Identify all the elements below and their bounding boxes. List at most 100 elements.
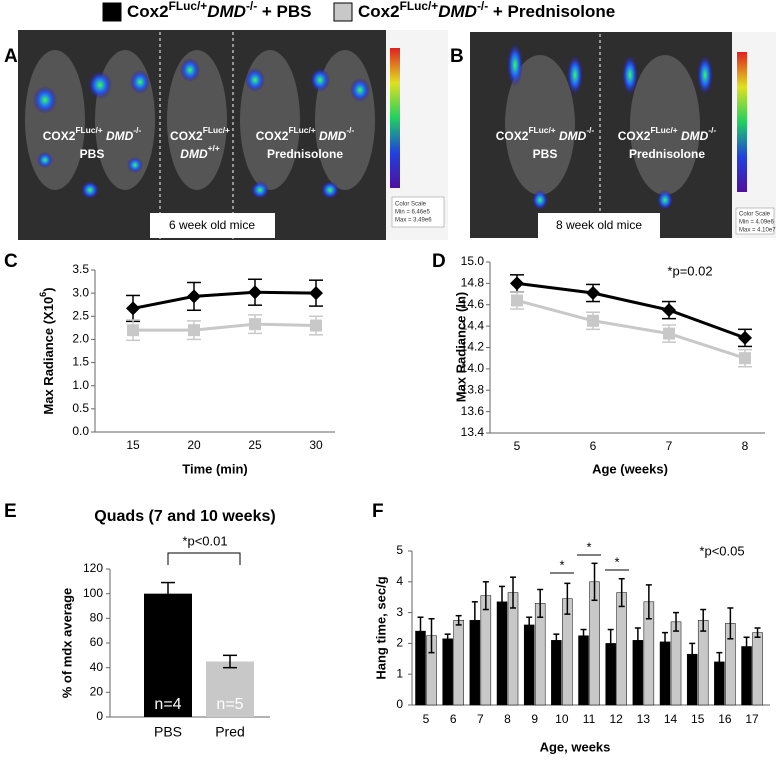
y-tick-label: 0.0 xyxy=(72,424,89,438)
error-bar xyxy=(716,651,723,672)
text-run: FLuc/+ xyxy=(400,0,439,13)
y-tick-label: 60 xyxy=(90,635,104,649)
bar xyxy=(206,661,254,717)
photo-a xyxy=(18,30,448,240)
color-scale-text: Max = 4.10e7 xyxy=(739,228,776,234)
color-scale-text: Color Scale xyxy=(395,202,427,208)
error-bar xyxy=(161,581,175,606)
y-tick-label: 13.6 xyxy=(461,404,485,418)
text-run: DMD xyxy=(207,2,246,21)
error-bar xyxy=(634,627,641,654)
marker xyxy=(249,318,261,331)
error-bar xyxy=(607,628,614,659)
bar xyxy=(480,595,492,706)
marker xyxy=(310,319,322,332)
marker xyxy=(126,301,140,316)
bar-text: n=4 xyxy=(154,696,181,713)
bar xyxy=(442,638,453,706)
image-caption: 8 week old mice xyxy=(556,218,642,232)
error-bar xyxy=(754,627,761,638)
series-line xyxy=(132,290,317,310)
x-tick-label: 14 xyxy=(664,712,678,726)
annotation: *p=0.02 xyxy=(667,263,712,278)
image-label: PBS xyxy=(533,147,558,161)
y-tick-label: 2.0 xyxy=(72,332,89,346)
x-axis-label: Age, weeks xyxy=(540,739,611,754)
y-tick-label: 14.2 xyxy=(461,340,485,354)
bar xyxy=(670,621,682,706)
y-axis-label: Hang time, sec/g xyxy=(373,576,388,679)
bar xyxy=(507,592,519,706)
image-label: Prednisolone xyxy=(629,147,705,161)
error-bar xyxy=(428,618,435,654)
x-tick-label: Pred xyxy=(215,724,245,740)
text-run: FLuc/+ xyxy=(288,125,315,135)
x-tick-label: 7 xyxy=(477,712,484,726)
marker xyxy=(587,314,599,327)
text-run: -/- xyxy=(133,125,141,135)
error-bar xyxy=(471,601,478,640)
error-bar xyxy=(444,633,451,645)
legend-swatch xyxy=(333,2,353,22)
panel-label: B xyxy=(450,46,464,67)
image-label: COX2FLuc/+ xyxy=(170,125,230,143)
panel-label: D xyxy=(432,251,446,272)
x-tick-label: 15 xyxy=(126,438,140,452)
text-run: +/+ xyxy=(208,143,220,153)
x-tick-label: 6 xyxy=(450,712,457,726)
error-bar xyxy=(580,628,587,643)
marker xyxy=(586,285,600,300)
x-tick-label: 9 xyxy=(531,712,538,726)
y-tick-label: 14.0 xyxy=(461,361,485,375)
text-run: DMD xyxy=(180,147,208,161)
annotation: * xyxy=(559,557,564,572)
bar-text: n=5 xyxy=(216,696,243,713)
marker xyxy=(511,294,523,307)
bar xyxy=(752,632,763,706)
x-tick-label: 30 xyxy=(309,438,323,452)
x-tick-label: 20 xyxy=(187,438,201,452)
marker xyxy=(187,289,201,304)
image-label: COX2FLuc/+ DMD-/- xyxy=(256,125,355,143)
x-tick-label: 8 xyxy=(504,712,511,726)
text-run: -/- xyxy=(346,125,354,135)
y-tick-label: 0.5 xyxy=(72,401,89,415)
text-run: FLuc/+ xyxy=(203,125,230,135)
bar xyxy=(616,592,627,706)
y-tick-label: 120 xyxy=(83,561,103,575)
x-axis-label: Age (weeks) xyxy=(592,461,668,476)
text-run: COX2 xyxy=(256,129,289,143)
x-tick-label: 7 xyxy=(666,439,673,453)
marker xyxy=(127,324,139,337)
error-bar xyxy=(510,576,517,609)
x-tick-label: 17 xyxy=(745,712,759,726)
photo-b xyxy=(470,32,776,238)
marker xyxy=(248,285,262,300)
bar xyxy=(578,635,589,706)
text-run: + Prednisolone xyxy=(488,2,615,21)
y-tick-label: 100 xyxy=(83,586,103,600)
error-bar xyxy=(417,616,424,646)
x-tick-label: 5 xyxy=(423,712,430,726)
text-run: COX2 xyxy=(496,129,529,143)
text-run: Cox2 xyxy=(358,2,400,21)
y-tick-label: 5 xyxy=(396,543,403,557)
color-scale-text: Max = 3.49e6 xyxy=(395,218,432,224)
x-tick-label: PBS xyxy=(154,724,182,740)
annotation: * xyxy=(614,554,619,569)
text-run: DMD xyxy=(103,129,134,143)
x-tick-label: 6 xyxy=(590,439,597,453)
x-tick-label: 5 xyxy=(514,439,521,453)
error-bar xyxy=(618,577,625,608)
image-label: DMD+/+ xyxy=(180,143,220,161)
marker xyxy=(662,303,676,318)
y-tick-label: 20 xyxy=(90,685,104,699)
color-scale-text: Color Scale xyxy=(739,212,771,218)
legend-label: Cox2FLuc/+DMD-/- + Prednisolone xyxy=(358,0,615,21)
text-run: COX2 xyxy=(170,129,203,143)
panel-label: E xyxy=(4,501,17,522)
text-run: DMD xyxy=(556,129,587,143)
text-run: FLuc/+ xyxy=(650,125,677,135)
legend-swatch xyxy=(102,2,122,22)
